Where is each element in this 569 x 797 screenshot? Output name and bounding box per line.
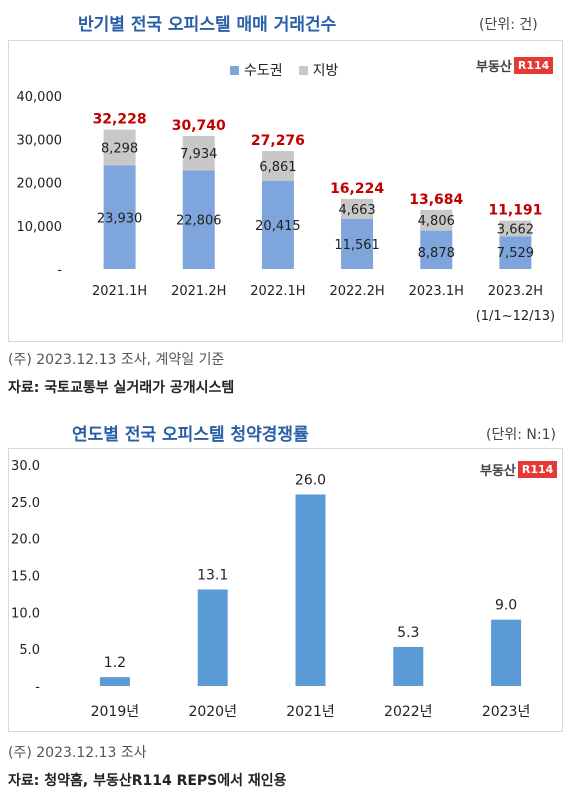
bar-region-segment xyxy=(341,198,374,219)
data-label-region: 6,861 xyxy=(259,160,296,175)
y-tick-label: 10.0 xyxy=(11,606,40,621)
top-stacked-bar-chart: - 10,000 20,000 30,000 40,000 23,930 8,298 32,2… xyxy=(17,90,556,324)
data-label-metro: 8,878 xyxy=(418,246,455,261)
bar-region-segment xyxy=(499,220,532,237)
x-tick-label: 2022.1H xyxy=(250,284,305,299)
bar xyxy=(295,494,326,686)
x-tick-label: 2021년 xyxy=(286,704,335,720)
y-tick-label: 10,000 xyxy=(17,220,63,235)
bottom-chart-unit: (단위: N:1) xyxy=(486,427,556,443)
bar-metro-segment xyxy=(499,236,532,269)
bar-region-segment xyxy=(420,209,453,231)
bar-metro-segment xyxy=(341,218,374,269)
legend-swatch-region xyxy=(298,65,308,75)
data-label: 5.3 xyxy=(397,625,419,641)
data-label-region: 7,934 xyxy=(180,147,217,162)
top-brand-logo: 부동산 R114 xyxy=(476,56,554,75)
data-label-metro: 11,561 xyxy=(334,238,380,253)
bar-region-segment xyxy=(182,136,215,171)
data-label-total: 16,224 xyxy=(330,181,384,197)
x-tick-label: 2020년 xyxy=(188,704,237,720)
data-label: 26.0 xyxy=(295,472,326,488)
top-chart-title: 반기별 전국 오피스텔 매매 거래건수 xyxy=(78,15,337,35)
y-tick-label: 5.0 xyxy=(19,643,40,658)
data-label: 9.0 xyxy=(495,598,517,614)
x-tick-label: 2023년 xyxy=(482,704,531,720)
top-logo-text: 부동산 xyxy=(476,60,512,75)
legend-label-region: 지방 xyxy=(312,63,339,79)
bar-metro-segment xyxy=(103,165,136,269)
y-tick-label: - xyxy=(57,263,62,278)
bar-metro-segment xyxy=(182,170,215,269)
y-tick-label: 15.0 xyxy=(11,570,40,585)
bar-metro-segment xyxy=(420,230,453,269)
data-label-region: 3,662 xyxy=(497,223,534,238)
y-tick-label: 20.0 xyxy=(11,533,40,548)
bar xyxy=(197,589,228,686)
y-tick-label: 20,000 xyxy=(17,177,63,192)
data-label-region: 4,806 xyxy=(418,214,455,229)
x-tick-label: 2019년 xyxy=(91,704,140,720)
bar xyxy=(393,646,424,686)
x-tick-label: 2022.2H xyxy=(329,284,384,299)
data-label-metro: 20,415 xyxy=(255,219,301,234)
top-logo-box: R114 xyxy=(513,57,554,74)
data-label-total: 11,191 xyxy=(488,203,542,219)
data-label-total: 13,684 xyxy=(409,192,463,208)
bottom-logo-text: 부동산 xyxy=(480,464,516,479)
legend-label-metro: 수도권 xyxy=(244,63,283,79)
bottom-logo-box: R114 xyxy=(517,461,558,478)
y-tick-label: 30,000 xyxy=(17,133,63,148)
data-label-total: 27,276 xyxy=(251,133,305,149)
x-tick-sublabel: (1/1~12/13) xyxy=(476,309,555,324)
data-label-region: 4,663 xyxy=(338,203,375,218)
bar-metro-segment xyxy=(261,180,294,269)
y-tick-label: 30.0 xyxy=(11,459,40,474)
data-label: 13.1 xyxy=(197,567,228,583)
data-label-total: 30,740 xyxy=(172,118,226,134)
bottom-chart-source: 자료: 청약홈, 부동산R114 REPS에서 재인용 xyxy=(8,773,287,789)
y-tick-label: 25.0 xyxy=(11,496,40,511)
data-label: 1.2 xyxy=(104,655,126,671)
bar-region-segment xyxy=(103,129,136,166)
bottom-bar-chart: - 5.0 10.0 15.0 20.0 25.0 30.0 1.2 2019년 13.1 2020… xyxy=(11,459,531,720)
bottom-chart-title: 연도별 전국 오피스텔 청약경쟁률 xyxy=(72,425,309,445)
x-tick-label: 2023.1H xyxy=(409,284,464,299)
bar xyxy=(491,619,522,686)
top-chart-legend: 수도권 지방 xyxy=(230,60,338,80)
x-tick-label: 2021.1H xyxy=(92,284,147,299)
top-chart-source: 자료: 국토교통부 실거래가 공개시스템 xyxy=(8,380,235,396)
y-tick-label: - xyxy=(35,680,40,695)
data-label-region: 8,298 xyxy=(101,142,138,157)
x-tick-label: 2023.2H xyxy=(488,284,543,299)
top-chart-note: (주) 2023.12.13 조사, 계약일 기준 xyxy=(8,352,225,368)
x-tick-label: 2021.2H xyxy=(171,284,226,299)
bottom-chart-note: (주) 2023.12.13 조사 xyxy=(8,745,147,761)
data-label-metro: 7,529 xyxy=(497,246,534,261)
top-chart-unit: (단위: 건) xyxy=(479,17,538,33)
data-label-metro: 23,930 xyxy=(97,211,143,226)
data-label-metro: 22,806 xyxy=(176,214,222,229)
data-label-total: 32,228 xyxy=(93,112,147,128)
x-tick-label: 2022년 xyxy=(384,704,433,720)
legend-swatch-metro xyxy=(230,65,239,75)
bottom-brand-logo: 부동산 R114 xyxy=(480,460,558,479)
y-tick-label: 40,000 xyxy=(17,90,63,105)
bar xyxy=(99,677,130,686)
bar-region-segment xyxy=(261,151,294,181)
